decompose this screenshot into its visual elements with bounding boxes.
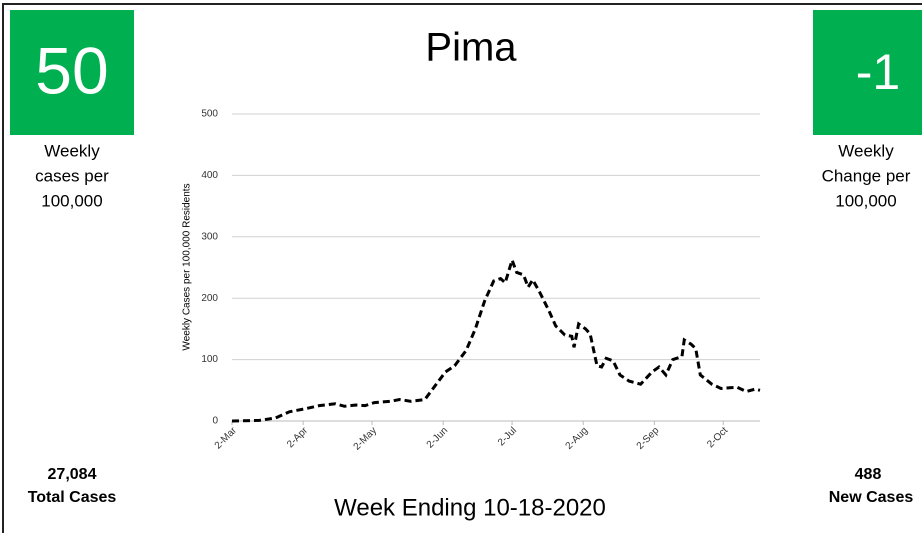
total-value: 27,084 (48, 466, 97, 483)
right-caption: 100,000 (835, 191, 896, 210)
x-tick-label: 2-Aug (564, 425, 591, 452)
chart-title: Pima (425, 26, 517, 70)
x-tick-label: 2-May (352, 425, 379, 452)
new-label: New Cases (829, 489, 914, 506)
y-tick-label: 400 (201, 170, 218, 181)
left-box (10, 10, 134, 135)
y-tick-label: 0 (212, 416, 218, 427)
left-value: 50 (35, 33, 108, 107)
x-tick-label: 2-Jul (496, 425, 519, 448)
left-caption: 100,000 (41, 191, 102, 210)
left-caption: Weekly (44, 141, 100, 160)
y-tick-label: 300 (201, 231, 218, 242)
right-box (813, 10, 922, 135)
y-tick-label: 100 (201, 354, 218, 365)
frame (2, 3, 922, 533)
right-caption: Change per (822, 166, 911, 185)
y-tick-label: 500 (201, 109, 218, 120)
x-tick-label: 2-Oct (705, 425, 730, 450)
left-caption: cases per (35, 166, 109, 185)
x-tick-label: 2-Mar (213, 425, 240, 452)
right-caption: Weekly (838, 141, 894, 160)
y-tick-label: 200 (201, 293, 218, 304)
right-value: -1 (856, 44, 900, 100)
x-tick-label: 2-Sep (635, 425, 662, 452)
total-label: Total Cases (28, 489, 117, 506)
series-line (231, 255, 761, 423)
footer: Week Ending 10-18-2020 (334, 494, 606, 521)
new-value: 488 (855, 466, 882, 483)
x-tick-label: 2-Apr (285, 425, 311, 451)
x-tick-label: 2-Jun (425, 425, 450, 450)
y-axis-label: Weekly Cases per 100,000 Residents (182, 183, 193, 350)
